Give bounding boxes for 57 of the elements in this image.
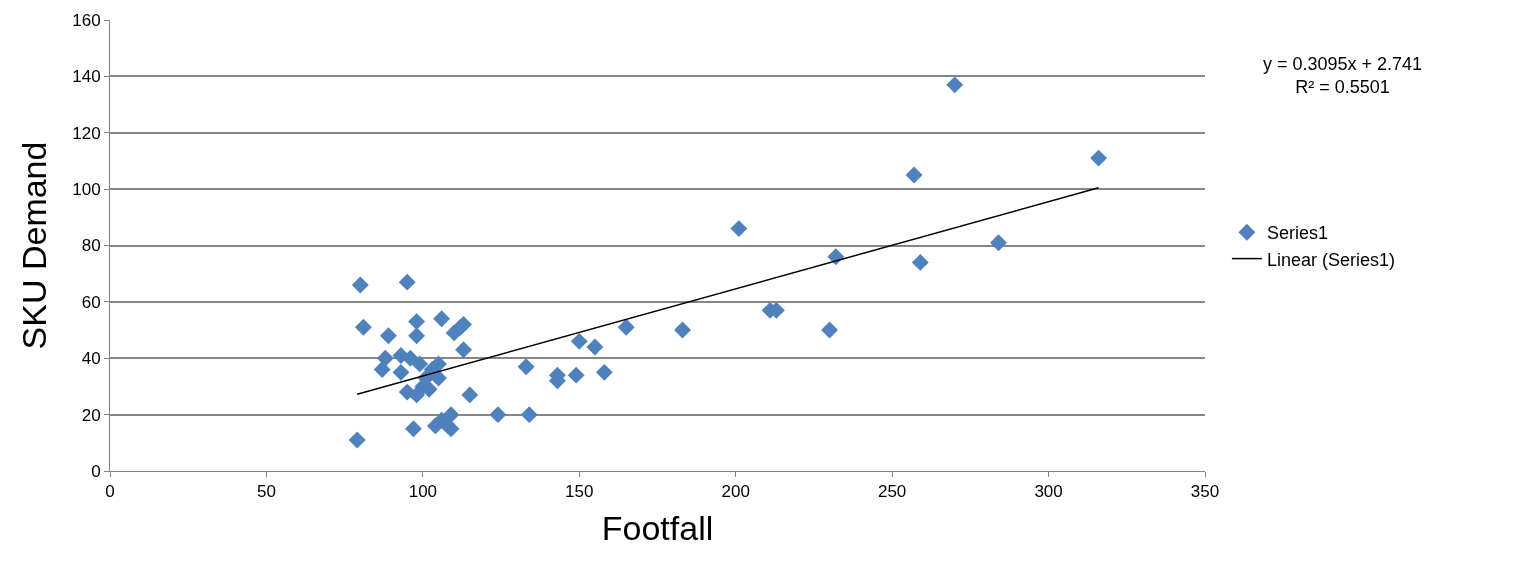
point [442,406,460,424]
x-tick-label: 200 [721,482,750,502]
point [351,276,369,294]
point [520,406,538,424]
y-axis-title: SKU Demand [14,141,53,350]
point [911,253,929,271]
point [430,355,447,373]
point [489,406,507,424]
y-tick-label: 80 [81,236,101,256]
legend-label: Linear (Series1) [1266,249,1395,270]
point [392,363,410,381]
point [905,166,923,184]
point [586,338,604,356]
point [567,366,585,384]
y-tick-label: 40 [81,349,101,369]
x-tick-label: 300 [1034,482,1063,502]
y-tick-label: 0 [91,461,101,481]
point [379,327,397,345]
point [408,327,426,345]
y-tick-label: 60 [81,292,101,312]
x-tick-label: 150 [565,482,594,502]
x-tick-label: 100 [408,482,438,502]
point [411,355,429,373]
y-tick-label: 140 [72,67,101,87]
y-tick-label: 100 [72,180,101,200]
point [461,386,479,404]
point [990,234,1007,252]
point [405,420,422,438]
point [827,248,845,266]
point [398,273,416,291]
legend-label: Series1 [1266,223,1328,244]
point [408,313,426,331]
point [1090,149,1108,167]
x-tick-label: 50 [256,482,276,502]
x-tick-label: 0 [105,482,115,502]
point [674,321,691,339]
point [595,363,613,381]
point [433,310,451,328]
point [354,318,372,336]
point [617,318,635,336]
point [376,349,394,367]
text: y = 0.3095x + 2.741 R² = 0.5501 [1263,54,1423,98]
y-tick-label: 20 [81,405,101,425]
point [373,361,391,378]
x-tick-label: 250 [877,482,907,502]
y-tick-label: 160 [72,10,101,30]
point [570,332,588,350]
point [821,321,839,339]
point [455,315,472,333]
y-tick-label: 120 [72,123,101,143]
point [517,358,535,376]
point [455,341,472,359]
point [946,76,964,94]
x-axis-title: Footfall [601,508,714,547]
point [348,431,366,449]
point [730,220,748,238]
x-tick-label: 350 [1190,482,1220,502]
